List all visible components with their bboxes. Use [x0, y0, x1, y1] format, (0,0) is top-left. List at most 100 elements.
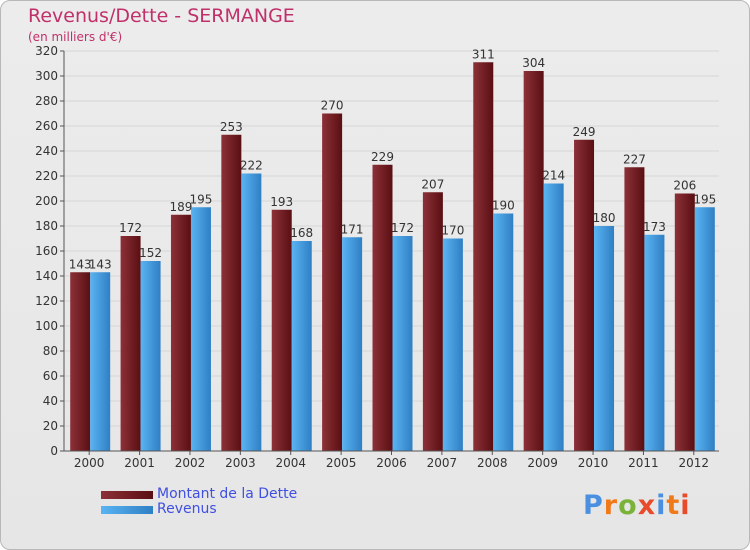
chart-title: Revenus/Dette - SERMANGE [28, 5, 295, 27]
bar-revenue [291, 241, 312, 451]
data-label-revenue: 152 [139, 246, 162, 260]
axes [60, 50, 719, 455]
bar-debt [674, 193, 695, 451]
legend-item-revenue: Revenus [101, 502, 297, 517]
bar-debt [170, 214, 191, 451]
data-label-revenue: 195 [693, 192, 716, 206]
data-label-debt: 227 [623, 152, 646, 166]
data-label-debt: 249 [573, 125, 596, 139]
x-tick-label: 2006 [376, 456, 407, 470]
x-tick-label: 2000 [74, 456, 105, 470]
bar-revenue [140, 261, 161, 451]
data-label-debt: 270 [321, 99, 344, 113]
y-tick-label: 260 [35, 119, 58, 133]
data-label-revenue: 180 [593, 211, 616, 225]
bar-revenue [241, 173, 262, 451]
y-tick-label: 200 [35, 194, 58, 208]
data-label-revenue: 170 [441, 224, 464, 238]
y-tick-label: 220 [35, 169, 58, 183]
bar-revenue [90, 272, 111, 451]
data-label-debt: 143 [69, 257, 92, 271]
data-label-debt: 189 [170, 200, 193, 214]
bar-debt [624, 167, 645, 451]
legend: Montant de la Dette Revenus [101, 487, 297, 517]
bar-revenue [442, 238, 463, 451]
x-tick-label: 2007 [427, 456, 458, 470]
bar-revenue [644, 234, 665, 451]
logo-letter: P [583, 490, 604, 521]
bar-debt [221, 134, 242, 451]
x-tick-label: 2001 [124, 456, 155, 470]
labels: 0 20 40 60 80 100 120 140 160 180 200 220 240 260 280 3… [35, 44, 716, 470]
data-label-debt: 172 [119, 221, 142, 235]
y-tick-label: 60 [43, 369, 58, 383]
y-tick-label: 280 [35, 94, 58, 108]
y-tick-label: 180 [35, 219, 58, 233]
data-label-debt: 311 [472, 47, 495, 61]
logo-letter: o [618, 490, 638, 521]
bar-debt [473, 62, 494, 451]
bar-revenue [392, 236, 413, 451]
x-tick-label: 2009 [527, 456, 558, 470]
bar-debt [422, 192, 443, 451]
data-label-revenue: 171 [341, 222, 364, 236]
x-tick-label: 2008 [477, 456, 508, 470]
y-tick-label: 100 [35, 319, 58, 333]
y-tick-label: 160 [35, 244, 58, 258]
x-tick-label: 2002 [175, 456, 206, 470]
logo-letter: i [680, 490, 691, 521]
bar-revenue [694, 207, 715, 451]
logo-letter: i [656, 490, 667, 521]
bar-revenue [342, 237, 363, 451]
y-tick-label: 320 [35, 44, 58, 58]
x-tick-label: 2004 [275, 456, 306, 470]
data-label-revenue: 222 [240, 159, 263, 173]
data-label-revenue: 195 [190, 192, 213, 206]
y-tick-label: 120 [35, 294, 58, 308]
legend-label-debt: Montant de la Dette [157, 486, 298, 502]
y-tick-label: 20 [43, 419, 58, 433]
data-label-debt: 229 [371, 150, 394, 164]
y-tick-label: 300 [35, 69, 58, 83]
data-label-debt: 193 [270, 195, 293, 209]
x-tick-label: 2010 [578, 456, 609, 470]
bar-debt [322, 113, 343, 451]
bar-debt [372, 164, 393, 451]
data-label-debt: 253 [220, 120, 243, 134]
bar-revenue [594, 226, 615, 451]
legend-swatch-debt [101, 490, 153, 499]
bar-revenue [493, 213, 514, 451]
bar-debt [271, 209, 292, 451]
data-label-revenue: 214 [542, 169, 565, 183]
legend-item-debt: Montant de la Dette [101, 487, 297, 502]
y-tick-label: 240 [35, 144, 58, 158]
legend-swatch-revenue [101, 505, 153, 514]
bar-debt [523, 71, 544, 451]
chart-subtitle: (en milliers d'€) [28, 30, 123, 44]
logo-letter: r [603, 490, 619, 521]
legend-label-revenue: Revenus [157, 501, 217, 517]
data-label-revenue: 172 [391, 221, 414, 235]
x-tick-label: 2005 [326, 456, 357, 470]
data-label-revenue: 173 [643, 220, 666, 234]
y-tick-label: 140 [35, 269, 58, 283]
data-label-revenue: 143 [89, 257, 112, 271]
x-tick-label: 2012 [679, 456, 710, 470]
proxiti-logo: Proxiti [583, 490, 691, 521]
bar-debt [70, 272, 91, 451]
bar-debt [574, 139, 595, 451]
logo-letter: t [666, 490, 681, 521]
data-label-revenue: 190 [492, 199, 515, 213]
data-label-debt: 304 [522, 56, 545, 70]
y-tick-label: 40 [43, 394, 58, 408]
y-tick-label: 0 [50, 444, 58, 458]
y-tick-label: 80 [43, 344, 58, 358]
bar-debt [120, 236, 141, 451]
bars [70, 62, 715, 451]
data-label-debt: 206 [673, 179, 696, 193]
bar-revenue [190, 207, 211, 451]
data-label-revenue: 168 [290, 226, 313, 240]
bar-revenue [543, 183, 564, 451]
